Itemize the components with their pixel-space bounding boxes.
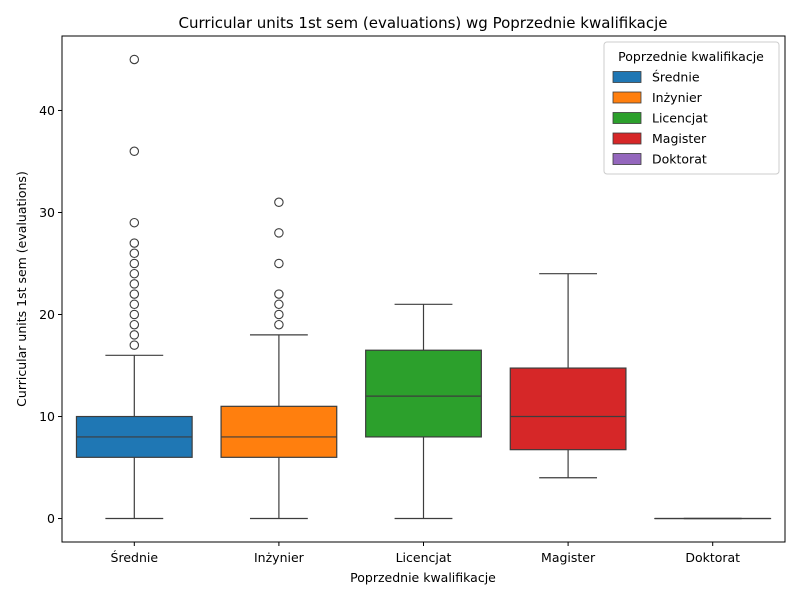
outlier-point [129,217,140,228]
legend-swatch [612,132,642,145]
outlier-point [129,146,140,157]
y-tick-label: 30 [39,205,55,220]
outlier-point [274,309,284,320]
legend-swatch [612,71,642,83]
boxes [75,54,772,520]
box-group [509,273,627,479]
box [509,367,627,451]
legend-swatch [612,153,642,165]
legend-label: Inżynier [652,90,703,105]
legend-swatch [612,112,642,124]
legend-label: Doktorat [652,152,707,167]
legend-items: Średnie Inżynier Licencjat Magister Doktorat [612,70,708,167]
x-tick-label: Doktorat [685,550,740,565]
box [365,349,482,438]
chart-title: Curricular units 1st sem (evaluations) w… [179,14,668,32]
outlier-point [274,258,284,269]
outlier-point [129,319,140,330]
box-group [365,303,482,520]
outlier-point [129,299,140,310]
outlier-point [129,238,140,248]
y-tick-label: 0 [47,511,55,526]
x-tick-label: Licencjat [396,550,452,565]
y-tick-label: 40 [39,103,55,118]
x-tick-label: Magister [541,550,596,565]
legend-label: Średnie [652,70,700,85]
x-axis-label: Poprzednie kwalifikacje [350,570,496,585]
outlier-point [129,248,140,259]
y-axis-label: Curricular units 1st sem (evaluations) [14,171,29,407]
y-tick-label: 20 [39,307,55,322]
x-tick-label: Inżynier [254,550,305,565]
outlier-point [129,258,140,269]
x-tick-label: Średnie [111,550,159,565]
legend-swatch [612,91,642,104]
outlier-point [274,228,284,238]
outlier-point [274,319,284,330]
outlier-point [129,54,140,65]
box [220,405,338,458]
outlier-point [274,197,284,208]
outlier-point [129,340,140,350]
outlier-point [129,289,140,299]
outlier-point [129,279,140,289]
x-axis: Średnie Inżynier Licencjat Magister Doktorat [111,542,740,565]
y-axis: 0 10 20 30 40 [39,103,62,526]
legend-label: Magister [652,131,707,146]
legend-label: Licencjat [652,111,708,126]
legend: Poprzednie kwalifikacje Średnie Inżynier L… [603,41,780,175]
outlier-point [129,330,140,340]
legend-frame [603,41,780,175]
outlier-point [274,299,284,310]
outlier-point [274,289,284,299]
box-group [220,197,338,520]
box-group [75,54,193,520]
legend-title: Poprzednie kwalifikacje [618,49,764,64]
y-tick-label: 10 [39,409,55,424]
outlier-point [129,268,140,279]
outlier-point [129,309,140,320]
